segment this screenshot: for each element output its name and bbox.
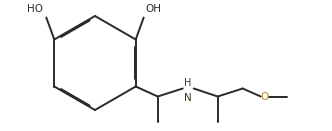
Text: HO: HO: [27, 4, 43, 13]
Text: N: N: [184, 92, 192, 102]
Text: H: H: [184, 78, 191, 88]
Text: OH: OH: [146, 4, 162, 13]
Text: O: O: [261, 91, 269, 102]
